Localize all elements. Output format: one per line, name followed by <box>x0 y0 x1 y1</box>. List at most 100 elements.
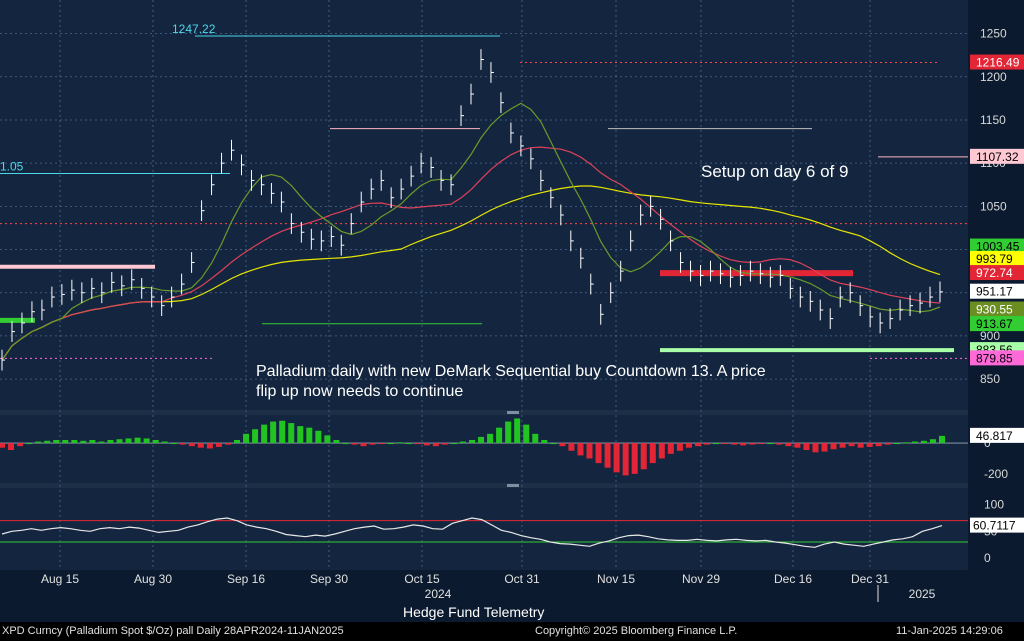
price-tick-label: 850 <box>980 372 1000 386</box>
histogram-bar <box>514 418 521 444</box>
x-tick-label: Dec 31 <box>851 572 889 586</box>
histogram-badge-label: 46.817 <box>976 429 1013 443</box>
histogram-bar <box>116 439 123 444</box>
histogram-bar <box>939 435 945 444</box>
divider-handle-1 <box>507 411 519 414</box>
histogram-bar <box>396 442 403 444</box>
rsi-badge-label: 60.7117 <box>973 519 1016 533</box>
chart-caption: Palladium daily with new DeMark Sequenti… <box>256 363 766 400</box>
histogram-bar <box>143 438 150 444</box>
price-tick-label: 1150 <box>980 113 1006 127</box>
histogram-bar <box>179 443 186 445</box>
rsi-badge <box>970 517 1024 533</box>
palladium-chart: 850900950100010501100115012001250Aug 15A… <box>0 0 1024 622</box>
histogram-bar <box>604 443 611 468</box>
histogram-bar <box>333 440 340 444</box>
histogram-bar <box>857 443 864 448</box>
x-tick-label: Sep 30 <box>310 572 348 586</box>
histogram-bar <box>469 440 475 444</box>
axis-badge-label: 879.85 <box>976 351 1013 365</box>
histogram-tick-label: 0 <box>984 436 991 450</box>
axis-badge-label: 930.55 <box>976 303 1013 317</box>
histogram-bar <box>378 443 385 445</box>
price-tick-label: 900 <box>980 329 1000 343</box>
histogram-bar <box>920 440 927 444</box>
histogram-bar <box>559 443 566 447</box>
axis-badge-label: 993.79 <box>976 252 1013 266</box>
histogram-bar <box>459 441 466 444</box>
histogram-bar <box>577 443 584 456</box>
histogram-bar <box>387 443 394 445</box>
rsi-panel-bg <box>0 488 968 570</box>
histogram-badge <box>970 427 1024 443</box>
histogram-bar <box>134 437 141 444</box>
x-tick-label: Nov 29 <box>682 572 720 586</box>
footer-security: XPD Curncy (Palladium Spot $/Oz) pall Da… <box>2 625 344 637</box>
histogram-bar <box>44 440 51 444</box>
axis-badge-label: 951.17 <box>976 285 1013 299</box>
histogram-bar <box>848 443 855 447</box>
histogram-bar <box>740 443 747 446</box>
histogram-bar <box>541 440 548 444</box>
histogram-bar <box>261 424 268 444</box>
histogram-bar <box>902 442 909 444</box>
histogram-bar <box>478 436 485 444</box>
price-tick-label: 1050 <box>980 199 1007 213</box>
histogram-bar <box>758 443 765 445</box>
x-tick-label: Aug 30 <box>134 572 172 586</box>
histogram-bar <box>441 443 448 445</box>
histogram-bar <box>234 440 240 444</box>
axis-badge <box>970 316 1024 332</box>
histogram-bar <box>713 443 720 445</box>
credit-text: Hedge Fund Telemetry <box>403 604 545 620</box>
price-tick-label: 1250 <box>980 27 1007 41</box>
x-tick-label: Oct 31 <box>504 572 540 586</box>
histogram-bar <box>704 443 710 445</box>
axis-badge-label: 1216.49 <box>976 56 1020 70</box>
rsi-line <box>1 517 943 548</box>
histogram-bar <box>26 443 33 445</box>
histogram-bar <box>568 443 575 451</box>
histogram-bar <box>252 429 259 444</box>
histogram-bar <box>631 443 638 474</box>
histogram-bar <box>595 443 602 464</box>
histogram-bar <box>279 420 286 444</box>
histogram-bar <box>188 443 195 447</box>
histogram-bar <box>839 443 846 448</box>
histogram-bar <box>197 443 204 448</box>
axis-badge <box>970 350 1024 366</box>
histogram-bar <box>351 443 358 445</box>
histogram-bar <box>17 443 24 447</box>
histogram-bar <box>731 443 738 445</box>
histogram-bar <box>369 443 376 445</box>
x-tick-label: Sep 16 <box>227 572 265 586</box>
histogram-bar <box>324 435 331 444</box>
histogram-bar <box>297 426 304 444</box>
histogram-bar <box>821 443 828 452</box>
histogram-bar <box>450 443 457 445</box>
x-tick-label: Aug 15 <box>41 572 79 586</box>
level-label-1247: 1247.22 <box>172 22 216 36</box>
histogram-bar <box>432 443 439 447</box>
histogram-bar <box>125 438 132 444</box>
histogram-bar <box>215 443 222 447</box>
histogram-bar <box>315 430 322 444</box>
histogram-tick-label: -200 <box>984 467 1008 481</box>
histogram-bar <box>866 443 873 447</box>
histogram-bar <box>586 443 593 459</box>
moving-average-mid <box>1 146 941 361</box>
histogram-bar <box>206 443 213 449</box>
panel-divider-1 <box>0 410 968 415</box>
histogram-bar <box>53 440 60 444</box>
histogram-bar <box>0 443 5 448</box>
axis-badge <box>970 251 1024 267</box>
histogram-bar <box>830 443 837 450</box>
axis-badge-label: 1107.32 <box>976 150 1019 164</box>
histogram-bar <box>911 441 918 444</box>
setup-annotation: Setup on day 6 of 9 <box>701 162 849 181</box>
histogram-bar <box>360 443 367 447</box>
rsi-tick-label: 0 <box>984 551 991 565</box>
x-tick-label: Dec 16 <box>774 572 812 586</box>
histogram-bar <box>776 443 783 445</box>
panel-divider-2 <box>0 483 968 488</box>
